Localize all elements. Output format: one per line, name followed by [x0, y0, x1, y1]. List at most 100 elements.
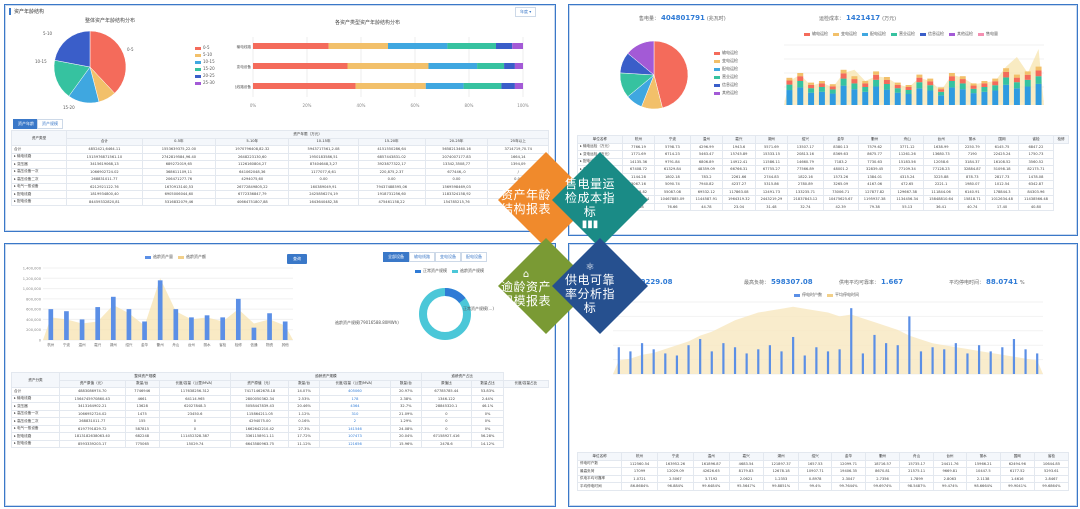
table-cell: 155 [124, 417, 160, 426]
column-header: 杭州 [621, 452, 658, 461]
bar-mark [883, 84, 890, 90]
tick-label: 600,000 [26, 308, 42, 312]
x-label: 湖州 [110, 342, 118, 347]
table-row[interactable]: ▸ 配电运检 14135.36 9791.84 6806.89 14912.41 1158… [577, 157, 1069, 166]
table-cell: 32.74 [787, 202, 824, 211]
bar-mark [959, 79, 966, 84]
table-cell: 3225.88 [922, 172, 960, 181]
table-row[interactable]: ▸ 成本/电量29.5876.6644.7823.0431.4832.7442.… [577, 202, 1069, 211]
table-row[interactable]: ▸ 高压设备二次 268831011.77 155 0 4294075.00 0.16% 2… [11, 417, 549, 426]
table-cell: 15.96% [390, 439, 422, 448]
table-row[interactable]: ▸ 配电设备 8593339203.17 775065 15029.74 6643580… [11, 439, 549, 448]
bar-mark [873, 71, 880, 75]
query-button[interactable]: 查询 [287, 254, 307, 264]
table-cell: 77128.23 [922, 165, 960, 174]
badge-reliability-index[interactable]: ⚛ 供电可靠率分析指标 [562, 262, 618, 315]
table-row[interactable]: 平均停电时间 86.8684% 96.884% 99.6484% 95.5647% 99.… [576, 482, 1070, 491]
table-cell: 61329.84 [654, 165, 691, 174]
table-cell: 76.66 [654, 202, 691, 211]
table-cell: 1662642210.42 [230, 424, 290, 433]
table-row[interactable]: ▸ 变压器 3413164902.21 13628 62027848.3 5058447… [11, 402, 549, 411]
table-row[interactable]: ▸ 电气一般设备 6197791829.72 587815 0 1662642210.4… [11, 424, 549, 433]
tick-label: 100% [517, 103, 529, 108]
table-cell: 4296.99 [689, 142, 724, 151]
year-select[interactable]: 年度 ▾ [515, 7, 537, 17]
table-cell: 3415619068,13 [66, 160, 143, 169]
donut-label-overage: 逾龄资产规模(79016588.80MWh) [335, 320, 399, 325]
table-cell: 783.2 [689, 172, 724, 181]
table-cell: 67785785.44 [420, 387, 473, 396]
table-row[interactable]: 供电平均可靠率 1.0721 2.5067 3.7192 2.0621 1.2353 0.8… [576, 474, 1070, 483]
table-row[interactable]: ▸ 单位成本3963281.5410467885.091144587.91196… [577, 195, 1069, 204]
badge-overage-report[interactable]: ⌂ 逾龄资产规模报表 [498, 262, 554, 314]
tab-distribution[interactable]: 配电设备 [461, 252, 487, 262]
table-cell: 14660.79 [787, 157, 824, 166]
table-cell: 6177.52 [999, 467, 1035, 476]
table-row[interactable]: ▸ 高压设备一次 1066902724.02 368611109,11 6410620… [10, 167, 549, 176]
age-stacked-bar-chart: 0% 20% 40% 60% 80% 100% 输电线路变电设备配电线路设备 [235, 37, 529, 108]
table-cell: 8179.83 [728, 467, 764, 476]
tab-asset-age[interactable]: 资产年龄 [13, 119, 39, 129]
table-cell: 42.39 [822, 202, 859, 211]
table-row[interactable]: ▸ 营业运检67408.7261329.8448359.0966766.3167… [577, 165, 1069, 174]
column-header: 绍兴 [798, 452, 832, 461]
table-cell: 154785215,76 [424, 197, 489, 206]
bar-mark [959, 89, 966, 105]
tab-transmission[interactable]: 输电线路 [409, 252, 435, 262]
badge-cost-index[interactable]: 售电量运检成本指标 ▮▮▮ [562, 177, 618, 230]
table-row[interactable]: ▸ 输电运检（万元） 7766.19 5798.73 4296.99 1943.6 557… [577, 142, 1069, 151]
table-row[interactable]: ▸ 变电运检（万元） 1771.69 6714.23 5463.47 15745.89 1… [577, 150, 1069, 159]
bar-mark [992, 81, 999, 86]
table-cell: 2221.1 [922, 180, 960, 189]
table-cell: 8369.63 [822, 150, 859, 159]
table-row[interactable]: ▸ 高压设备一次 1066952724.02 1475 23450.6 11586421… [11, 409, 549, 418]
badge-age-report[interactable]: 资产年龄结构报表 [498, 182, 554, 222]
legend-label: 平均停电时间 [835, 292, 859, 297]
bar-mark [840, 78, 847, 86]
bar-mark [1013, 74, 1020, 78]
badge-shape-overage [498, 238, 594, 334]
tab-all-devices[interactable]: 全部设备 [383, 252, 409, 262]
table-row[interactable]: ▸ 配电线路 1813182638063.40 682248 111452328.38… [11, 432, 549, 441]
table-cell: 5315.86 [754, 180, 789, 189]
table-row[interactable]: 合计 4883086974.70 7746946 117638256.312 74171… [11, 387, 549, 396]
table-cell: 13507.17 [787, 142, 824, 151]
table-cell: 7579.62 [857, 142, 892, 151]
bar-mark [862, 91, 869, 105]
table-row[interactable]: ▸ 售电量64308.8255087.0869532.12117863.0812… [577, 187, 1069, 196]
x-label: 金华 [141, 342, 149, 347]
bar-mark [815, 347, 818, 374]
table-row[interactable]: ▸ 信息运检1144.281802.18783.22261.662744.831… [577, 172, 1069, 181]
bar-mark [992, 85, 999, 91]
bar-mark [699, 339, 702, 374]
table-row[interactable]: ▸ 其他运检3067.165090.747940.824237.275315.8… [577, 180, 1069, 189]
table-cell: 32884.87 [958, 165, 987, 174]
table-cell: 2478.6 [420, 439, 473, 448]
table-cell: 878.73 [958, 172, 987, 181]
tab-asset-scale[interactable]: 资产规模 [37, 119, 63, 129]
table-row[interactable]: 最高负荷 17099 12029.09 42626.65 8179.83 12678.18… [576, 467, 1070, 476]
table-cell: 1750.73 [1017, 150, 1055, 159]
table-cell: 11586.11 [754, 157, 789, 166]
bar-segment [477, 63, 505, 69]
table-cell: 1822.16 [787, 172, 824, 181]
bar-mark [110, 296, 116, 340]
table-row[interactable]: ▸ 输电线路 1564745970860.43 4661 64114.965 28000… [11, 394, 549, 403]
device-tabs: 全部设备 输电线路 变电设备 配电设备 [383, 252, 487, 262]
table-row[interactable]: ▸ 变压器 3415619068,13 689272019,65 1126160804… [10, 160, 549, 169]
bar-mark [959, 83, 966, 90]
bar-segment [514, 83, 523, 89]
table-cell: 24.08% [390, 424, 422, 433]
table-cell: 12029.09 [656, 467, 694, 476]
legend-label: 信息运检 [928, 31, 944, 36]
bar-mark [970, 83, 977, 86]
column-header: 长度/容量（公里/MVA） [318, 379, 392, 388]
bar-mark [1003, 77, 1010, 85]
table-row[interactable]: 停电时户数 112560.54 163952.26 161896.87 4683.54 1… [576, 459, 1070, 468]
table-cell: 73006.71 [822, 187, 859, 196]
table-cell: 6140.91 [958, 187, 987, 196]
bar-mark [919, 351, 923, 374]
tab-substation[interactable]: 变电设备 [435, 252, 461, 262]
bar-mark [948, 76, 955, 81]
table-cell: 1.29% [390, 417, 422, 426]
